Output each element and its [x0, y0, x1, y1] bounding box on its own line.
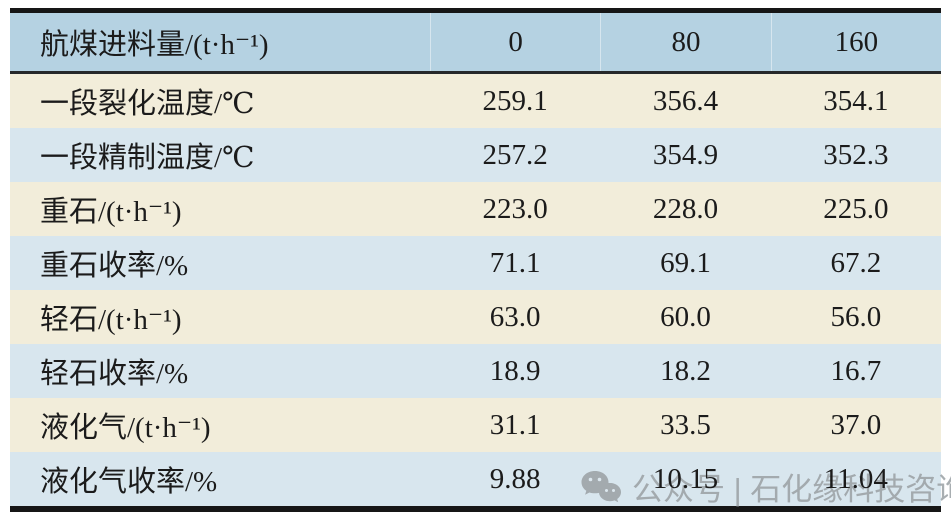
row-label-cell: 轻石收率/% [10, 350, 430, 392]
cell-value: 67.2 [830, 246, 882, 279]
cell: 259.1 [430, 85, 600, 118]
row-label: 轻石/(t·h⁻¹) [40, 304, 182, 336]
row-label-cell: 一段精制温度/℃ [10, 134, 430, 176]
row-label-cell: 液化气/(t·h⁻¹) [10, 404, 430, 446]
cell: 352.3 [771, 139, 941, 172]
cell-value: 257.2 [482, 138, 548, 171]
row-label-cell: 轻石/(t·h⁻¹) [10, 296, 430, 338]
cell: 356.4 [600, 85, 770, 118]
cell: 225.0 [771, 193, 941, 226]
cell: 31.1 [430, 409, 600, 442]
table-row: 轻石收率/% 18.9 18.2 16.7 [10, 344, 941, 398]
cell: 18.9 [430, 355, 600, 388]
table-row: 一段精制温度/℃ 257.2 354.9 352.3 [10, 128, 941, 182]
cell: 9.88 [430, 463, 600, 496]
cell: 37.0 [771, 409, 941, 442]
cell: 10.15 [600, 463, 770, 496]
row-label: 一段裂化温度/℃ [40, 88, 255, 120]
cell-value: 9.88 [489, 462, 541, 495]
table-row: 液化气/(t·h⁻¹) 31.1 33.5 37.0 [10, 398, 941, 452]
cell-value: 225.0 [823, 192, 889, 225]
table-row: 液化气收率/% 9.88 10.15 11.04 [10, 452, 941, 506]
watermark: 公众号 | 石化缘科技咨询 [580, 464, 951, 509]
row-label-cell: 重石/(t·h⁻¹) [10, 188, 430, 230]
cell: 71.1 [430, 247, 600, 280]
cell-value: 352.3 [823, 138, 889, 171]
cell: 18.2 [600, 355, 770, 388]
cell-value: 223.0 [482, 192, 548, 225]
cell: 60.0 [600, 301, 770, 334]
cell-value: 354.1 [823, 84, 889, 117]
data-table: 航煤进料量/(t·h⁻¹) 0 80 160 一段裂化温度/℃ 259.1 35… [10, 8, 941, 512]
cell-value: 354.9 [652, 138, 719, 171]
header-label: 航煤进料量/(t·h⁻¹) [40, 29, 269, 61]
row-label: 重石/(t·h⁻¹) [40, 196, 182, 228]
cell: 63.0 [430, 301, 600, 334]
header-col-80-text: 80 [671, 25, 701, 58]
table-row: 重石收率/% 71.1 69.1 67.2 [10, 236, 941, 290]
cell: 354.9 [600, 139, 770, 172]
row-label: 轻石收率/% [40, 358, 189, 390]
cell: 16.7 [771, 355, 941, 388]
header-col-0: 0 [430, 13, 600, 71]
cell-value: 33.5 [660, 408, 711, 441]
cell: 354.1 [771, 85, 941, 118]
row-label: 一段精制温度/℃ [40, 142, 255, 174]
header-col-160-text: 160 [834, 25, 879, 58]
cell-value: 18.2 [660, 354, 711, 387]
row-label: 重石收率/% [40, 250, 189, 282]
cell-value: 356.4 [652, 84, 719, 117]
row-label: 液化气/(t·h⁻¹) [40, 412, 211, 444]
cell: 11.04 [771, 463, 941, 496]
cell-value: 37.0 [830, 408, 882, 441]
cell-value: 31.1 [489, 408, 541, 441]
row-label-cell: 重石收率/% [10, 242, 430, 284]
cell-value: 63.0 [489, 300, 541, 333]
cell-value: 16.7 [830, 354, 882, 387]
watermark-text: 公众号 | 石化缘科技咨询 [632, 472, 951, 507]
cell: 223.0 [430, 193, 600, 226]
cell-value: 228.0 [652, 192, 719, 225]
header-col-0-text: 0 [508, 25, 523, 58]
header-col-160: 160 [770, 13, 941, 71]
table-row: 一段裂化温度/℃ 259.1 356.4 354.1 [10, 74, 941, 128]
table-row: 轻石/(t·h⁻¹) 63.0 60.0 56.0 [10, 290, 941, 344]
cell-value: 69.1 [660, 246, 711, 279]
cell-value: 71.1 [489, 246, 541, 279]
cell-value: 18.9 [489, 354, 541, 387]
cell: 33.5 [600, 409, 770, 442]
cell: 257.2 [430, 139, 600, 172]
row-label-cell: 液化气收率/% [10, 458, 430, 500]
cell-value: 56.0 [830, 300, 882, 333]
row-label-cell: 一段裂化温度/℃ [10, 80, 430, 122]
cell-value: 259.1 [482, 84, 548, 117]
table-header-row: 航煤进料量/(t·h⁻¹) 0 80 160 [10, 13, 941, 74]
header-label-cell: 航煤进料量/(t·h⁻¹) [10, 21, 430, 63]
cell: 56.0 [771, 301, 941, 334]
cell: 228.0 [600, 193, 770, 226]
row-label: 液化气收率/% [40, 466, 218, 498]
header-col-80: 80 [600, 13, 770, 71]
cell-value: 10.15 [652, 462, 719, 495]
wechat-icon [580, 469, 622, 505]
cell-value: 11.04 [823, 462, 888, 495]
cell-value: 60.0 [660, 300, 711, 333]
cell: 67.2 [771, 247, 941, 280]
table-row: 重石/(t·h⁻¹) 223.0 228.0 225.0 [10, 182, 941, 236]
cell: 69.1 [600, 247, 770, 280]
